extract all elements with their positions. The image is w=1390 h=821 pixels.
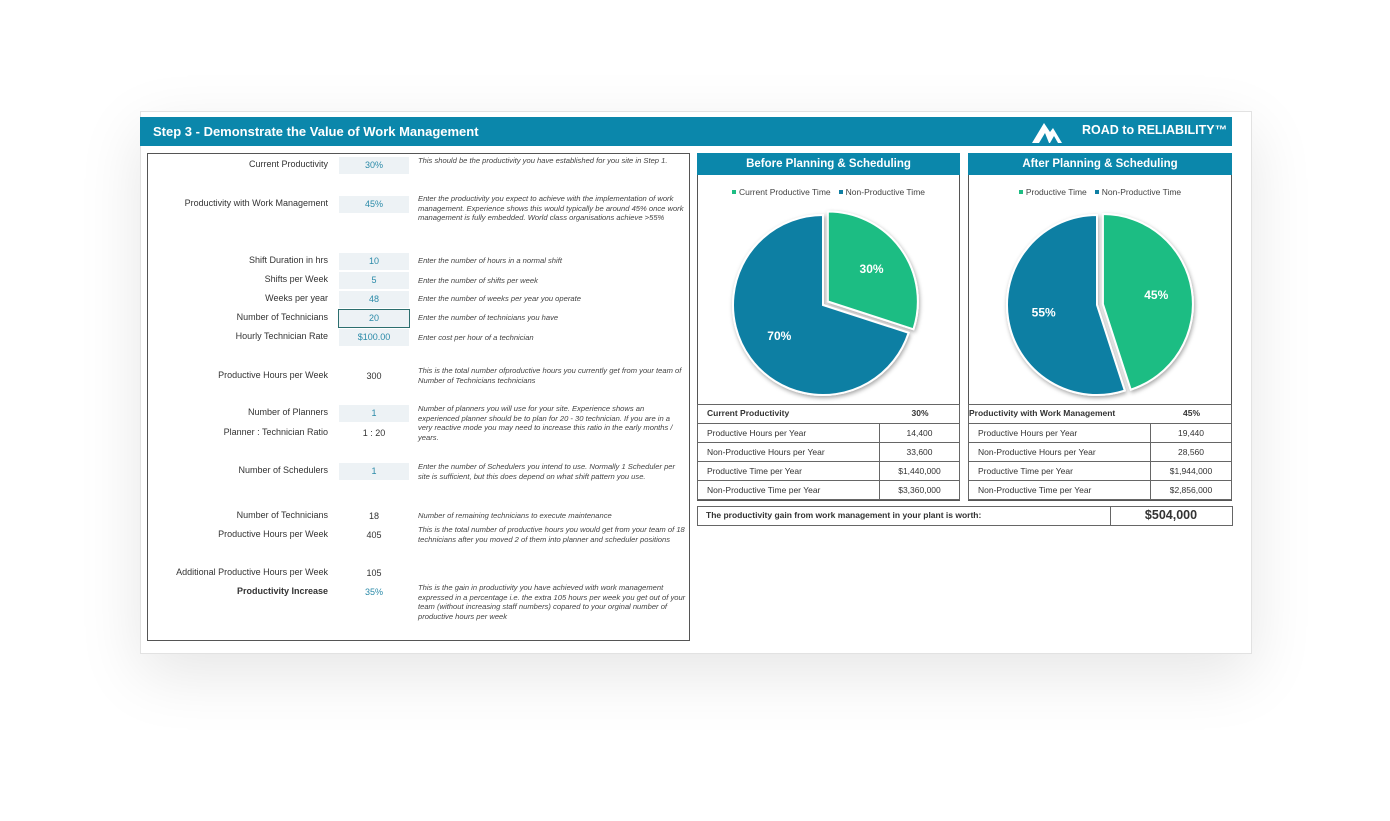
table-value: $1,440,000 <box>879 461 960 481</box>
input-label: Hourly Technician Rate <box>235 331 328 341</box>
legend: Productive Time Non-Productive Time <box>968 187 1232 197</box>
input-label: Number of Technicians <box>236 312 328 322</box>
input-note: Number of planners you will use for your… <box>418 404 673 442</box>
table-label: Non-Productive Time per Year <box>697 480 880 500</box>
input-note: Enter the number of Schedulers you inten… <box>418 462 676 481</box>
input-value: 300 <box>366 370 382 381</box>
table-label: Non-Productive Hours per Year <box>968 442 1151 462</box>
pie-slice <box>732 213 910 396</box>
legend-swatch <box>1094 190 1099 194</box>
legend-label: Current Productive Time <box>738 187 831 197</box>
input-value: 1 : 20 <box>362 427 386 438</box>
table-value: $1,944,000 <box>1150 461 1232 481</box>
pie-slice <box>1006 213 1127 396</box>
table-value: $2,856,000 <box>1150 480 1232 500</box>
input-value: 20 <box>338 308 410 328</box>
input-value: 5 <box>339 271 409 289</box>
input-label: Number of Planners <box>247 407 328 417</box>
input-note: Enter the number of hours in a normal sh… <box>418 256 562 265</box>
input-label: Productive Hours per Week <box>218 370 328 380</box>
table-header-value: 30% <box>911 408 929 418</box>
slice-label: 70% <box>767 329 791 343</box>
pie-slice <box>826 210 919 331</box>
table-label: Non-Productive Time per Year <box>968 480 1151 500</box>
input-label: Shift Duration in hrs <box>248 255 328 265</box>
input-note: Enter the number of shifts per week <box>418 276 538 285</box>
input-label: Current Productivity <box>248 159 328 169</box>
chart-title: After Planning & Scheduling <box>968 153 1232 175</box>
input-note: This should be the productivity you have… <box>418 156 668 165</box>
input-note: Enter the productivity you expect to ach… <box>418 194 684 223</box>
brand: ROAD to RELIABILITY™ <box>1082 123 1228 137</box>
input-label: Number of Technicians <box>236 510 328 520</box>
input-panel <box>147 153 690 641</box>
table-header-label: Productivity with Work Management <box>969 408 1116 418</box>
pie-slice <box>1101 213 1194 391</box>
input-label: Productive Hours per Week <box>218 529 328 539</box>
input-value: 48 <box>339 290 409 308</box>
table-label: Productive Hours per Year <box>968 423 1151 443</box>
slice-label: 45% <box>1144 288 1168 302</box>
input-value: 10 <box>339 252 409 270</box>
input-label: Shifts per Week <box>264 274 328 284</box>
table-header-label: Current Productivity <box>707 408 790 418</box>
table-label: Productive Hours per Year <box>697 423 880 443</box>
table-label: Productive Time per Year <box>697 461 880 481</box>
input-label: Number of Schedulers <box>238 465 328 475</box>
summary-divider <box>1110 506 1111 526</box>
input-note: Enter the number of weeks per year you o… <box>418 294 581 303</box>
input-label: Productivity with Work Management <box>184 198 328 208</box>
chart-title: Before Planning & Scheduling <box>697 153 960 175</box>
table-value: 14,400 <box>879 423 960 443</box>
input-label: Planner : Technician Ratio <box>223 427 328 437</box>
input-note: Enter the number of technicians you have <box>418 313 559 322</box>
summary-label: The productivity gain from work manageme… <box>706 510 982 520</box>
input-note: Enter cost per hour of a technician <box>418 333 534 342</box>
input-value: $100.00 <box>339 328 409 346</box>
legend-label: Non-Productive Time <box>845 187 926 197</box>
input-value: 18 <box>368 510 379 521</box>
legend: Current Productive Time Non-Productive Ti… <box>697 187 960 197</box>
input-note: Number of remaining technicians to execu… <box>418 511 612 520</box>
logo <box>1032 123 1062 143</box>
summary-box <box>697 506 1233 526</box>
input-value: 105 <box>366 567 382 578</box>
input-value: 30% <box>339 156 409 174</box>
input-value: 35% <box>364 586 383 597</box>
table-header-value: 45% <box>1182 408 1200 418</box>
input-note: This is the total number of productive h… <box>418 525 685 544</box>
input-label: Additional Productive Hours per Week <box>176 567 328 577</box>
input-label: Productivity Increase <box>236 586 328 596</box>
slice-label: 55% <box>1032 306 1056 320</box>
table-label: Non-Productive Hours per Year <box>697 442 880 462</box>
table-value: 33,600 <box>879 442 960 462</box>
input-label: Weeks per year <box>265 293 328 303</box>
input-note: This is the gain in productivity you hav… <box>418 583 686 621</box>
page-title: Step 3 - Demonstrate the Value of Work M… <box>153 124 479 139</box>
slice-label: 30% <box>860 262 884 276</box>
summary-value: $504,000 <box>1144 508 1198 522</box>
input-value: 405 <box>366 529 382 540</box>
table-value: 19,440 <box>1150 423 1232 443</box>
legend-label: Productive Time <box>1025 187 1087 197</box>
input-value: 45% <box>339 195 409 213</box>
legend-label: Non-Productive Time <box>1101 187 1182 197</box>
table-value: 28,560 <box>1150 442 1232 462</box>
legend-swatch <box>731 190 736 194</box>
table-value: $3,360,000 <box>879 480 960 500</box>
input-note: This is the total number ofproductive ho… <box>418 366 682 385</box>
legend-swatch <box>838 190 843 194</box>
table-label: Productive Time per Year <box>968 461 1151 481</box>
legend-swatch <box>1018 190 1023 194</box>
input-value: 1 <box>339 404 409 422</box>
input-value: 1 <box>339 462 409 480</box>
